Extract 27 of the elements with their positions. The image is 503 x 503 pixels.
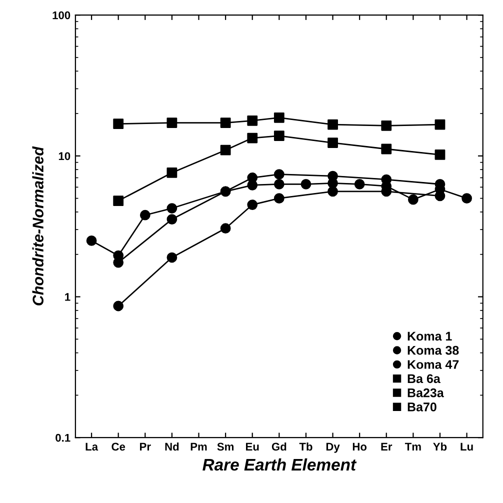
- x-tick-label: Tm: [404, 442, 421, 451]
- y-axis-title: Chondrite-Normalized: [32, 146, 44, 306]
- x-tick-label: Gd: [272, 442, 286, 451]
- y-tick-label: 0.1: [56, 434, 70, 442]
- x-tick-label: Ho: [352, 442, 367, 451]
- x-tick-label: La: [86, 442, 98, 451]
- x-tick-label: Ce: [112, 442, 126, 451]
- x-tick-label: Er: [381, 442, 392, 451]
- x-tick-label: Tb: [299, 442, 312, 451]
- legend-label: Ba70: [408, 402, 436, 412]
- y-tick-label: 10: [58, 152, 70, 160]
- x-tick-label: Lu: [460, 442, 473, 451]
- legend-label: Ba23a: [408, 388, 444, 398]
- legend-label: Koma 47: [408, 360, 459, 369]
- x-tick-label: Eu: [246, 442, 259, 451]
- x-tick-label: Pm: [190, 442, 207, 451]
- legend-label: Koma 1: [408, 332, 452, 341]
- y-tick-label: 1: [65, 293, 70, 301]
- legend-label: Ba 6a: [408, 374, 440, 384]
- x-tick-label: Yb: [433, 442, 447, 451]
- x-tick-label: Nd: [165, 442, 179, 451]
- x-axis-title: Rare Earth Element: [202, 458, 357, 471]
- x-tick-label: Dy: [326, 442, 340, 453]
- y-tick-label: 100: [52, 11, 70, 20]
- x-tick-label: Sm: [217, 442, 234, 451]
- x-tick-label: Pr: [140, 442, 151, 451]
- legend-label: Koma 38: [408, 346, 459, 355]
